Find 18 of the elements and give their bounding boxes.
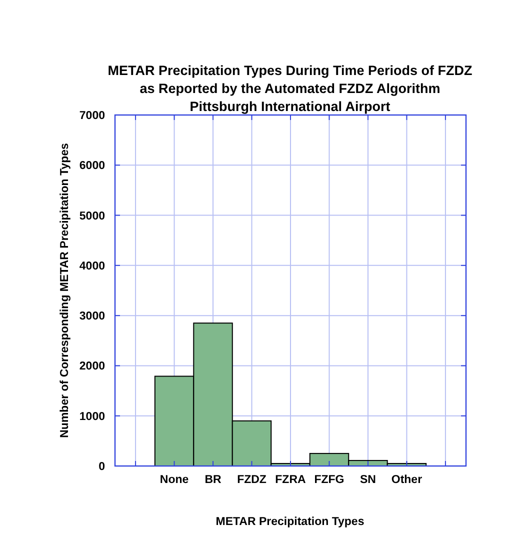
x-tick-label: SN	[360, 474, 376, 486]
x-axis-title: METAR Precipitation Types	[216, 516, 364, 528]
x-tick-label: BR	[204, 474, 222, 486]
x-tick-label: FZFG	[314, 474, 344, 486]
y-axis-title: Number of Corresponding METAR Precipitation Types	[59, 143, 71, 438]
y-tick-label: 0	[98, 461, 105, 473]
y-tick-label: 1000	[79, 410, 105, 423]
y-tick-label: 3000	[79, 310, 105, 323]
chart-title: METAR Precipitation Types During Time Periods of FZDZ as Reported by the Automated FZDZ Algorithm Pittsburgh International Airport	[108, 63, 472, 114]
x-tick-label: None	[160, 474, 189, 486]
x-tick-label: Other	[391, 474, 423, 486]
y-tick-label: 2000	[79, 360, 105, 373]
y-tick-label: 5000	[79, 210, 105, 222]
y-tick-label: 6000	[79, 160, 105, 172]
y-tick-label: 7000	[79, 110, 105, 122]
y-tick-label: 4000	[79, 260, 105, 272]
x-tick-label: FZRA	[275, 474, 306, 486]
x-tick-label: FZDZ	[237, 474, 266, 486]
